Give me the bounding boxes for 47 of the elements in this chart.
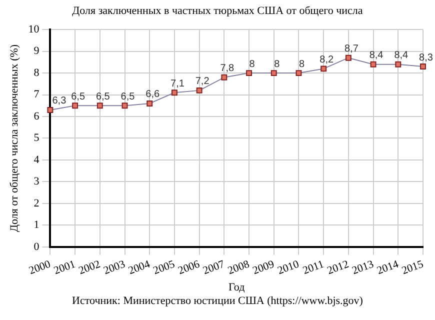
x-tick-label: 2005 [152, 258, 177, 278]
data-label: 6,5 [96, 91, 110, 102]
y-tick-label: 3 [34, 176, 40, 188]
x-tick-label: 2013 [350, 258, 376, 278]
data-label: 6,5 [120, 91, 136, 102]
x-tick-label: 2014 [375, 258, 401, 278]
data-label: 8,4 [394, 50, 409, 62]
data-label: 7,8 [220, 63, 235, 74]
data-label: 8,4 [369, 50, 384, 62]
x-tick-label: 2009 [251, 258, 276, 278]
y-tick-label: 6 [34, 110, 40, 122]
data-label: 6,3 [52, 96, 67, 107]
data-label: 6,5 [71, 91, 86, 102]
x-tick-label: 2006 [176, 258, 202, 278]
x-tick-label: 2002 [77, 258, 102, 278]
text: Источник: Министерство юстиции США (https://www.bjs.gov) [71, 295, 364, 307]
x-axis-title: Год [228, 281, 246, 294]
x-tick-label: 2015 [400, 258, 426, 278]
y-tick-label: 0 [34, 240, 40, 253]
data-label: 7,2 [195, 76, 210, 88]
y-axis-title: Доля от общего числа заключенных (%) [8, 44, 20, 232]
data-label: 8 [298, 58, 305, 70]
y-tick-label: 4 [34, 154, 40, 166]
data-label: 8,7 [344, 44, 359, 55]
data-label: 8 [249, 58, 256, 70]
x-tick-label: 2011 [301, 258, 326, 277]
y-tick-label: 8 [34, 66, 40, 79]
y-tick-label: 7 [34, 88, 40, 101]
x-tick-label: 2001 [52, 258, 78, 278]
data-label: 8 [274, 58, 280, 70]
y-tick-label: 2 [34, 197, 40, 210]
y-tick-label: 5 [34, 132, 40, 144]
x-tick-label: 2010 [276, 258, 302, 278]
x-tick-label: 2012 [326, 258, 350, 278]
data-label: 6,6 [146, 89, 160, 100]
x-tick-label: 2008 [226, 258, 252, 278]
data-label: 8,3 [419, 52, 434, 64]
data-label: 7,1 [170, 78, 185, 90]
x-tick-label: 2004 [126, 258, 152, 278]
y-tick-label: 1 [34, 219, 40, 232]
chart-title: Доля заключенных в частных тюрьмах США от общего числа [71, 4, 364, 19]
y-tick-label: 9 [34, 45, 40, 58]
x-tick-label: 2003 [102, 258, 128, 278]
x-tick-label: 2000 [27, 258, 53, 278]
data-label: 8,2 [320, 54, 334, 66]
x-tick-label: 2007 [201, 258, 227, 278]
y-tick-label: 10 [28, 23, 40, 36]
